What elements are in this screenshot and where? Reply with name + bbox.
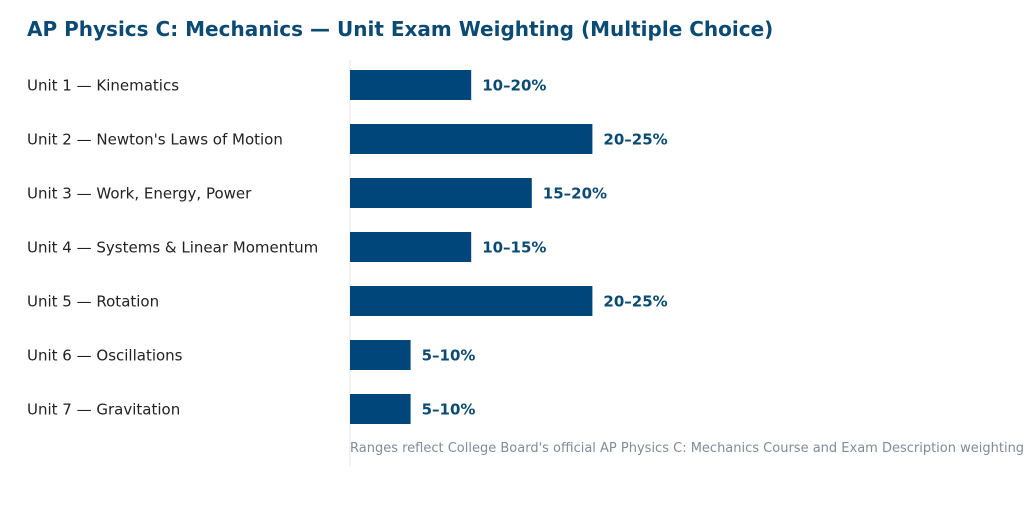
bar-unit-2 xyxy=(350,124,593,154)
value-label-unit-4: 10–15% xyxy=(482,239,546,257)
category-label-unit-6: Unit 6 — Oscillations xyxy=(27,347,183,365)
value-label-unit-6: 5–10% xyxy=(422,347,476,365)
category-label-unit-7: Unit 7 — Gravitation xyxy=(27,401,180,419)
value-label-unit-1: 10–20% xyxy=(482,77,546,95)
chart-annotation: Ranges reflect College Board's official … xyxy=(350,441,1024,456)
bar-unit-3 xyxy=(350,178,532,208)
category-label-unit-4: Unit 4 — Systems & Linear Momentum xyxy=(27,239,318,257)
category-label-unit-5: Unit 5 — Rotation xyxy=(27,293,159,311)
bar-unit-1 xyxy=(350,70,472,100)
chart-title: AP Physics C: Mechanics — Unit Exam Weig… xyxy=(27,17,773,41)
value-label-unit-5: 20–25% xyxy=(603,293,667,311)
bar-group xyxy=(350,70,593,424)
bar-unit-5 xyxy=(350,286,593,316)
value-label-unit-3: 15–20% xyxy=(543,185,607,203)
bar-unit-6 xyxy=(350,340,411,370)
value-label-group: 10–20% 20–25% 15–20% 10–15% 20–25% 5–10% 5–10% xyxy=(422,77,668,419)
value-label-unit-2: 20–25% xyxy=(603,131,667,149)
bar-unit-7 xyxy=(350,394,411,424)
category-label-unit-1: Unit 1 — Kinematics xyxy=(27,77,179,95)
category-label-unit-3: Unit 3 — Work, Energy, Power xyxy=(27,185,252,203)
category-label-unit-2: Unit 2 — Newton's Laws of Motion xyxy=(27,131,283,149)
category-label-group: Unit 1 — Kinematics Unit 2 — Newton's Law… xyxy=(27,77,318,419)
value-label-unit-7: 5–10% xyxy=(422,401,476,419)
bar-unit-4 xyxy=(350,232,472,262)
